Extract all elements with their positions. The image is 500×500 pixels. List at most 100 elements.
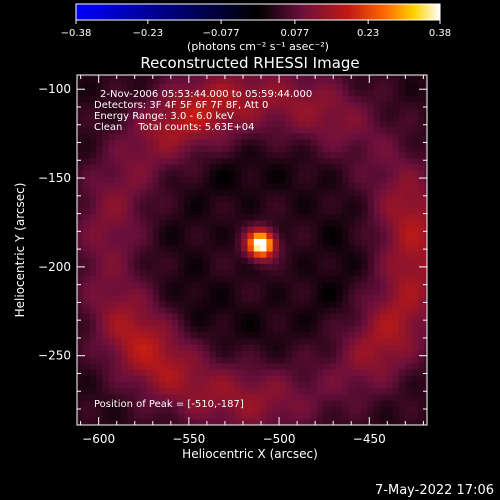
heatmap-cell <box>266 362 274 370</box>
heatmap-cell <box>178 306 185 314</box>
heatmap-cell <box>354 219 362 227</box>
heatmap-cell <box>335 101 343 109</box>
heatmap-cell <box>291 138 299 146</box>
heatmap-cell <box>77 300 84 308</box>
heatmap-cell <box>342 226 350 233</box>
heatmap-cell <box>298 138 305 146</box>
heatmap-cell <box>323 313 331 320</box>
heatmap-cell <box>165 400 173 407</box>
heatmap-cell <box>190 207 198 215</box>
heatmap-cell <box>228 107 236 115</box>
heatmap-cell <box>247 101 255 109</box>
heatmap-cell <box>323 294 331 302</box>
heatmap-cell <box>342 101 350 109</box>
heatmap-cell <box>361 101 369 109</box>
heatmap-cell <box>279 356 286 364</box>
heatmap-cell <box>260 406 268 414</box>
heatmap-cell <box>272 219 280 227</box>
heatmap-cell <box>114 387 122 395</box>
heatmap-cell <box>77 76 84 84</box>
heatmap-cell <box>285 114 293 121</box>
heatmap-cell <box>184 151 192 159</box>
heatmap-cell <box>272 126 280 134</box>
heatmap-cell <box>367 275 375 283</box>
heatmap-cell <box>361 76 369 84</box>
heatmap-cell <box>152 319 160 327</box>
heatmap-cell <box>203 176 211 184</box>
heatmap-cell <box>215 194 223 202</box>
heatmap-cell <box>417 319 425 327</box>
heatmap-cell <box>241 275 249 283</box>
heatmap-cell <box>159 418 167 425</box>
heatmap-cell <box>209 75 217 78</box>
heatmap-cell <box>228 238 236 246</box>
heatmap-cell <box>222 101 230 109</box>
heatmap-cell <box>159 188 167 196</box>
heatmap-cell <box>247 393 255 401</box>
heatmap-cell <box>203 76 211 84</box>
heatmap-cell <box>178 375 185 383</box>
heatmap-cell <box>146 213 154 221</box>
heatmap-cell <box>279 362 286 370</box>
heatmap-cell <box>424 114 427 121</box>
heatmap-cell <box>114 176 122 184</box>
heatmap-cell <box>348 226 356 233</box>
heatmap-cell <box>196 281 204 289</box>
heatmap-cell <box>310 393 318 401</box>
heatmap-cell <box>380 95 388 103</box>
heatmap-cell <box>209 362 217 370</box>
heatmap-cell <box>190 188 198 196</box>
heatmap-cell <box>89 76 97 84</box>
heatmap-cell <box>196 325 204 333</box>
heatmap-cell <box>260 350 268 358</box>
heatmap-cell <box>373 281 381 289</box>
heatmap-cell <box>291 188 299 196</box>
heatmap-cell <box>146 263 154 271</box>
heatmap-cell <box>140 250 148 258</box>
heatmap-cell <box>228 313 236 320</box>
heatmap-cell <box>127 213 135 221</box>
heatmap-cell <box>209 350 217 358</box>
heatmap-cell <box>392 344 400 351</box>
heatmap-cell <box>367 132 375 140</box>
heatmap-cell <box>234 337 242 345</box>
heatmap-cell <box>133 362 141 370</box>
heatmap-cell <box>380 337 388 345</box>
heatmap-cell <box>102 176 110 184</box>
heatmap-cell <box>209 182 217 190</box>
heatmap-cell <box>424 319 427 327</box>
heatmap-cell <box>266 306 274 314</box>
heatmap-cell <box>310 194 318 202</box>
heatmap-cell <box>361 244 369 252</box>
heatmap-cell <box>247 89 255 97</box>
heatmap-cell <box>272 306 280 314</box>
heatmap-cell <box>348 201 356 208</box>
heatmap-cell <box>399 120 406 128</box>
heatmap-cell <box>146 331 154 339</box>
heatmap-cell <box>260 244 268 252</box>
heatmap-cell <box>260 362 268 370</box>
heatmap-cell <box>184 412 192 420</box>
heatmap-cell <box>367 325 375 333</box>
heatmap-cell <box>146 294 154 302</box>
heatmap-cell <box>285 145 293 152</box>
heatmap-cell <box>140 306 148 314</box>
heatmap-cell <box>127 369 135 376</box>
heatmap-cell <box>159 294 167 302</box>
heatmap-cell <box>335 331 343 339</box>
heatmap-cell <box>304 400 312 407</box>
heatmap-cell <box>165 418 173 425</box>
heatmap-cell <box>215 114 223 121</box>
heatmap-cell <box>83 369 91 376</box>
heatmap-cell <box>367 101 375 109</box>
heatmap-cell <box>114 344 122 351</box>
heatmap-cell <box>399 412 406 420</box>
heatmap-cell <box>184 300 192 308</box>
heatmap-cell <box>146 114 154 121</box>
heatmap-cell <box>89 250 97 258</box>
heatmap-cell <box>367 232 375 240</box>
heatmap-cell <box>215 400 223 407</box>
heatmap-cell <box>316 101 324 109</box>
heatmap-cell <box>417 75 425 78</box>
heatmap-cell <box>354 257 362 264</box>
